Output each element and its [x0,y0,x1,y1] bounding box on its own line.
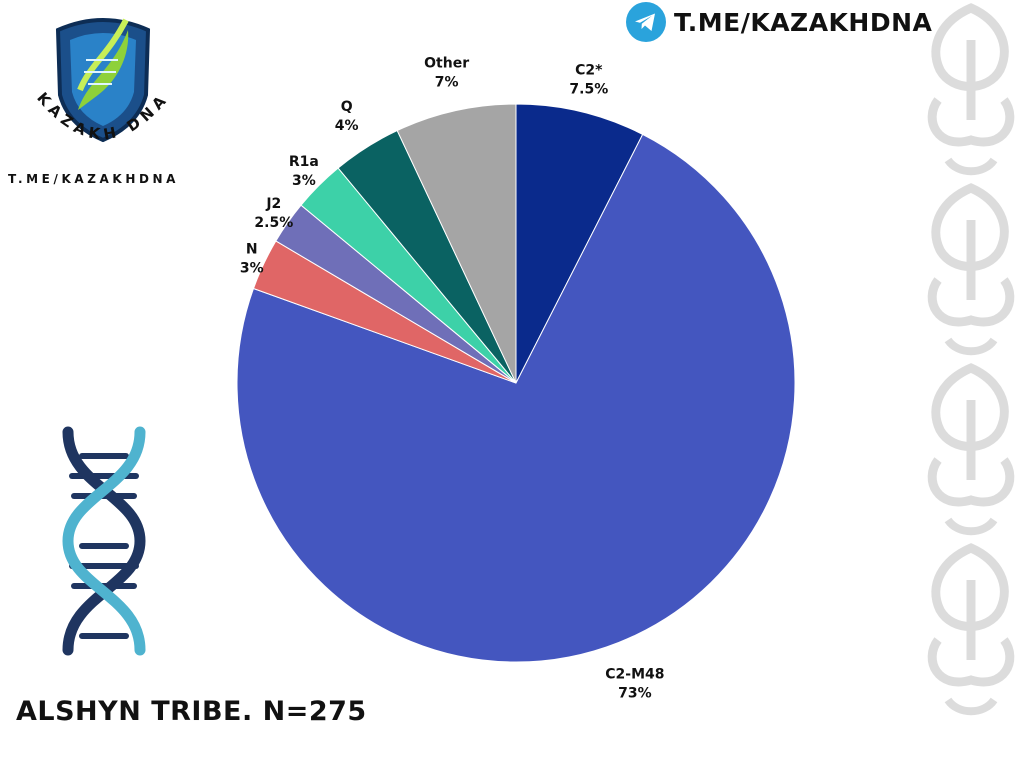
logo-link-text: T.ME/KAZAKHDNA [8,172,180,186]
slice-label-value: 3% [240,261,264,277]
slice-label-value: 4% [335,118,359,134]
slice-label-value: 7.5% [569,82,608,98]
pie-slice-other [396,103,517,384]
slice-label-value: 7% [435,75,459,91]
slice-label-name: C2* [575,63,603,79]
slice-label-name: Other [424,56,469,72]
chart-title: ALSHYN TRIBE. N=275 [16,696,367,727]
pie-slice-c2- [515,103,644,384]
slice-label-value: 3% [292,173,316,189]
pie-slice-c2-m48 [236,133,796,663]
slice-label-name: J2 [265,196,281,212]
logo-name-arc: KAZAKH DNA [33,89,167,144]
telegram-link-text: T.ME/KAZAKHDNA [674,7,933,37]
telegram-link[interactable]: T.ME/KAZAKHDNA [626,2,932,42]
slice-label-name: Q [341,99,353,115]
slice-label-name: R1a [289,154,319,170]
slice-label-name: C2-M48 [605,666,664,682]
telegram-icon [626,2,666,42]
slice-label-value: 73% [618,685,652,701]
kazakh-dna-logo [55,18,151,143]
dna-icon [62,426,146,656]
slice-label-value: 2.5% [254,215,293,231]
slice-label-name: N [246,242,258,258]
